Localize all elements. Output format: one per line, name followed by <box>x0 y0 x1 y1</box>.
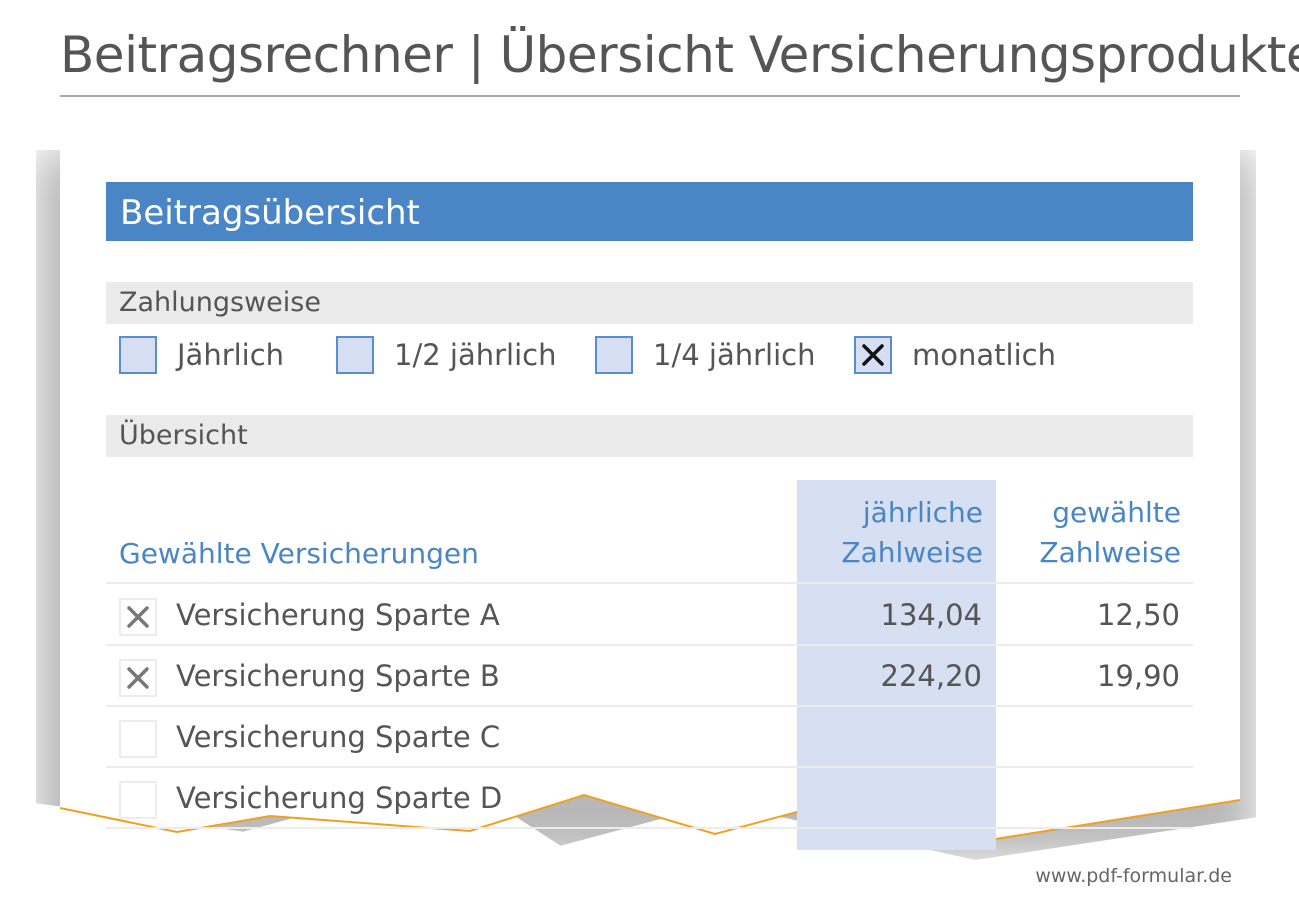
payment-option-quarterly[interactable]: 1/4 jährlich <box>595 335 815 375</box>
payment-label-yearly: Jährlich <box>177 338 285 372</box>
annual-amount: 224,20 <box>880 659 982 693</box>
payment-checkbox-quarterly[interactable] <box>595 336 633 374</box>
insurance-name: Versicherung Sparte A <box>176 598 500 632</box>
insurance-name: Versicherung Sparte D <box>176 781 503 815</box>
column-header-selected: gewählte Zahlweise <box>1000 493 1181 573</box>
row-divider <box>106 644 1193 646</box>
row-divider <box>106 827 1193 829</box>
payment-label-quarterly: 1/4 jährlich <box>653 338 816 372</box>
payment-method-header: Zahlungsweise <box>106 282 1193 324</box>
row-divider <box>106 705 1193 707</box>
column-header-annual-line1: jährliche <box>862 496 983 529</box>
x-mark-icon <box>127 667 149 689</box>
insurance-name: Versicherung Sparte B <box>176 659 500 693</box>
x-mark-icon <box>862 344 884 366</box>
table-row: Versicherung Sparte D <box>106 768 1193 829</box>
insurance-checkbox-d[interactable] <box>119 781 157 819</box>
table-row: Versicherung Sparte A 134,04 12,50 <box>106 585 1193 646</box>
insurance-name: Versicherung Sparte C <box>176 720 501 754</box>
page-title: Beitragsrechner | Übersicht Versicherung… <box>60 26 1299 84</box>
annual-column-highlight <box>797 480 996 850</box>
footer-url: www.pdf-formular.de <box>1035 865 1232 887</box>
row-divider <box>106 582 1193 584</box>
overview-header: Übersicht <box>106 415 1193 457</box>
section-header-beitragsuebersicht: Beitragsübersicht <box>106 182 1193 241</box>
selected-amount: 19,90 <box>1096 659 1180 693</box>
column-header-annual-line2: Zahlweise <box>841 536 983 569</box>
payment-option-yearly[interactable]: Jährlich <box>119 335 284 375</box>
payment-label-half-yearly: 1/2 jährlich <box>394 338 557 372</box>
insurance-checkbox-c[interactable] <box>119 720 157 758</box>
insurance-checkbox-b[interactable] <box>119 659 157 697</box>
column-header-annual: jährliche Zahlweise <box>797 493 983 573</box>
payment-label-monthly: monatlich <box>912 338 1056 372</box>
row-divider <box>106 766 1193 768</box>
payment-option-monthly[interactable]: monatlich <box>854 335 1056 375</box>
payment-checkbox-yearly[interactable] <box>119 336 157 374</box>
payment-checkbox-monthly[interactable] <box>854 336 892 374</box>
table-row: Versicherung Sparte B 224,20 19,90 <box>106 646 1193 707</box>
form-paper <box>60 135 1240 844</box>
x-mark-icon <box>127 606 149 628</box>
annual-amount: 134,04 <box>880 598 982 632</box>
insurance-checkbox-a[interactable] <box>119 598 157 636</box>
payment-option-half-yearly[interactable]: 1/2 jährlich <box>336 335 556 375</box>
column-header-insurances: Gewählte Versicherungen <box>119 537 479 570</box>
column-header-selected-line2: Zahlweise <box>1039 536 1181 569</box>
payment-checkbox-half-yearly[interactable] <box>336 336 374 374</box>
title-divider <box>60 95 1240 97</box>
selected-amount: 12,50 <box>1096 598 1180 632</box>
column-header-selected-line1: gewählte <box>1052 496 1181 529</box>
table-row: Versicherung Sparte C <box>106 707 1193 768</box>
